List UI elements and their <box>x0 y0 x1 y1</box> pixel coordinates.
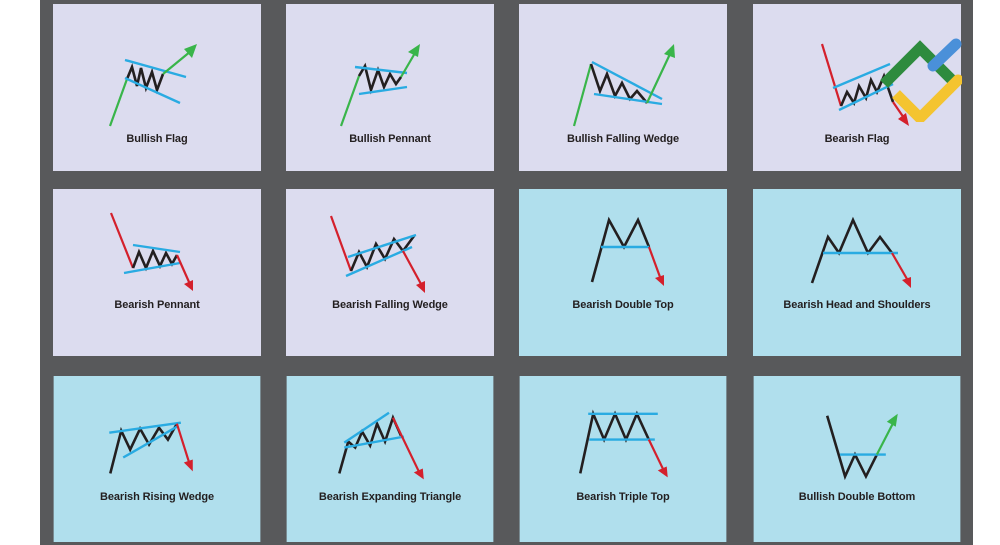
pattern-label: Bullish Double Bottom <box>798 491 916 503</box>
pattern-label: Bearish Flag <box>824 133 890 145</box>
bearish-expanding-triangle-diagram <box>286 376 494 542</box>
pattern-label: Bearish Falling Wedge <box>332 299 448 311</box>
bearish-falling-wedge-diagram <box>286 189 494 356</box>
pattern-label: Bearish Triple Top <box>576 491 670 503</box>
pattern-card-bearish-expanding-triangle: Bearish Expanding Triangle <box>286 376 494 542</box>
pattern-label: Bullish Flag <box>126 133 188 145</box>
pattern-card-bullish-flag: Bullish Flag <box>53 4 261 171</box>
pattern-label: Bullish Pennant <box>349 133 431 145</box>
bearish-triple-top-diagram <box>519 376 727 542</box>
pattern-card-bearish-pennant: Bearish Pennant <box>53 189 261 356</box>
pattern-card-bearish-flag: Bearish Flag <box>753 4 961 171</box>
pattern-card-bearish-falling-wedge: Bearish Falling Wedge <box>286 189 494 356</box>
pattern-label: Bullish Falling Wedge <box>567 133 679 145</box>
bearish-pennant-diagram <box>53 189 261 356</box>
pattern-card-bullish-double-bottom: Bullish Double Bottom <box>753 376 961 542</box>
pattern-card-bearish-double-top: Bearish Double Top <box>519 189 727 356</box>
pattern-card-bearish-rising-wedge: Bearish Rising Wedge <box>53 376 261 542</box>
bullish-pennant-diagram <box>286 4 494 171</box>
pattern-card-bullish-falling-wedge: Bullish Falling Wedge <box>519 4 727 171</box>
bullish-double-bottom-diagram <box>753 376 961 542</box>
bearish-rising-wedge-diagram <box>53 376 261 542</box>
pattern-label: Bearish Head and Shoulders <box>783 299 931 311</box>
chevron-logo-icon <box>880 38 962 122</box>
pattern-label: Bearish Double Top <box>572 299 674 311</box>
pattern-label: Bearish Rising Wedge <box>100 491 214 503</box>
bearish-double-top-diagram <box>519 189 727 356</box>
bearish-flag-diagram <box>753 4 961 171</box>
pattern-card-bullish-pennant: Bullish Pennant <box>286 4 494 171</box>
bullish-flag-diagram <box>53 4 261 171</box>
pattern-label: Bearish Pennant <box>114 299 200 311</box>
bullish-falling-wedge-diagram <box>519 4 727 171</box>
bearish-head-and-shoulders-diagram <box>753 189 961 356</box>
pattern-card-bearish-triple-top: Bearish Triple Top <box>519 376 727 542</box>
pattern-card-bearish-head-and-shoulders: Bearish Head and Shoulders <box>753 189 961 356</box>
pattern-label: Bearish Expanding Triangle <box>318 491 462 503</box>
